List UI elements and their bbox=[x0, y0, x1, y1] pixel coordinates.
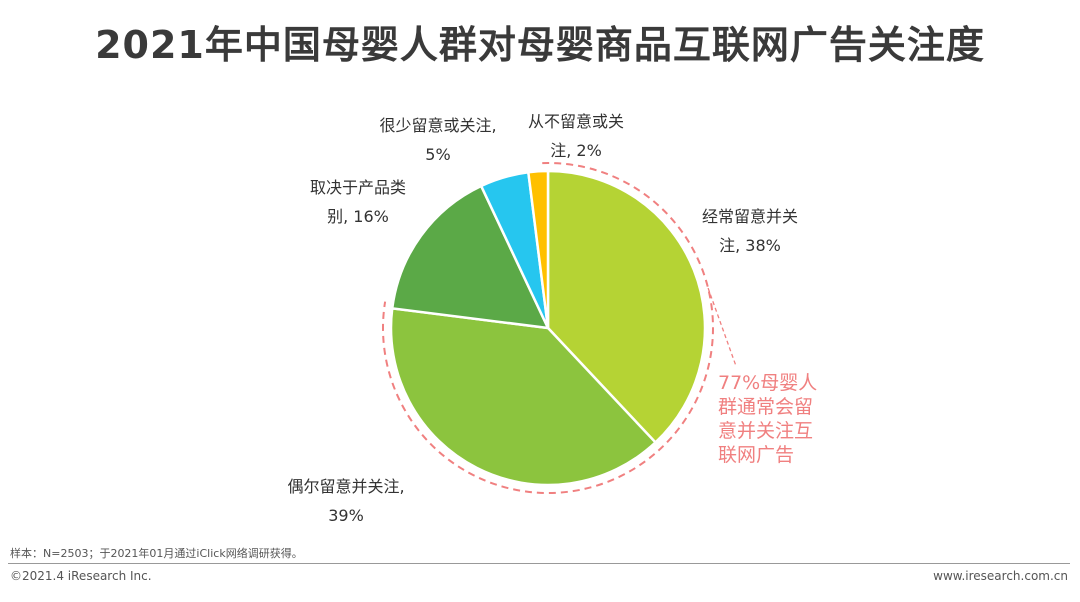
slice-label-1: 偶尔留意并关注, 39% bbox=[287, 477, 404, 525]
slice-label-2: 取决于产品类别, 16% bbox=[310, 178, 406, 226]
slice-label-4: 从不留意或关注, 2% bbox=[528, 112, 624, 160]
slice-label-0: 经常留意并关注, 38% bbox=[702, 207, 798, 255]
pie-slice-2 bbox=[390, 184, 551, 330]
pie-slices bbox=[389, 169, 707, 487]
footer-divider bbox=[8, 563, 1070, 564]
chart-title: 2021年中国母婴人群对母婴商品互联网广告关注度 bbox=[95, 23, 985, 67]
pie-slice-4 bbox=[526, 169, 550, 329]
website-link[interactable]: www.iresearch.com.cn bbox=[933, 569, 1068, 583]
pie-slice-0 bbox=[546, 169, 707, 445]
annotation-text: 77%母婴人群通常会留意并关注互联网广告 bbox=[718, 372, 817, 466]
pie-slice-1 bbox=[389, 306, 658, 487]
annotation-label: 77%母婴人群通常会留意并关注互联网广告 bbox=[718, 372, 817, 466]
sample-note: 样本：N=2503；于2021年01月通过iClick网络调研获得。 bbox=[10, 547, 303, 560]
slice-labels: 经常留意并关注, 38% 偶尔留意并关注, 39% 取决于产品类别, 16% 很少留意或… bbox=[287, 112, 798, 525]
copyright-text: ©2021.4 iResearch Inc. bbox=[10, 569, 152, 583]
annotation-connector bbox=[707, 287, 737, 367]
slice-label-3: 很少留意或关注, 5% bbox=[379, 116, 496, 164]
